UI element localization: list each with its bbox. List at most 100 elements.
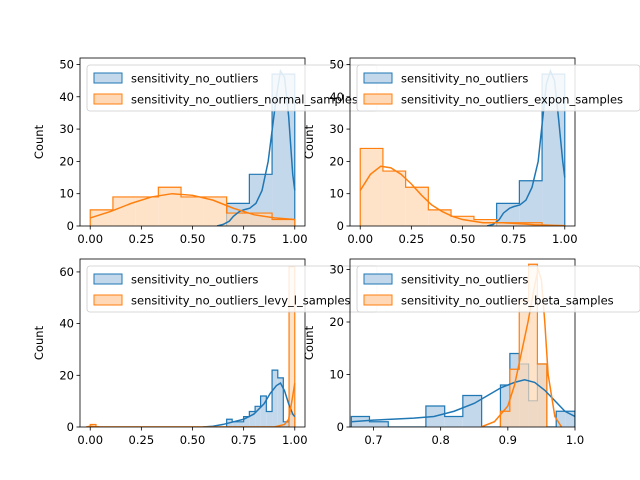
bar-orange-0 (90, 209, 113, 226)
bar-blue-5 (255, 406, 261, 427)
kde-line-orange (359, 165, 565, 226)
legend-swatch-orange (93, 93, 123, 105)
x-tick-label: 0.00 (77, 433, 103, 447)
plot-area (350, 263, 575, 427)
bar-orange-4 (537, 364, 547, 427)
bar-blue-6 (260, 395, 267, 427)
y-tick-label: 10 (329, 187, 344, 201)
kde-line-orange (85, 382, 296, 427)
bar-blue-8 (272, 370, 278, 427)
step-outline-blue (226, 369, 296, 427)
bar-orange-1 (112, 196, 136, 226)
x-tick-label: 0.75 (231, 433, 257, 447)
bar-orange-8 (272, 219, 295, 226)
plot-area (359, 68, 566, 226)
bar-orange-1 (382, 171, 406, 226)
bar-orange-4 (451, 216, 474, 226)
subplot-4: 0.7 0.8 0.9 1.0 0 10 20 30 Count sensitivity_no_o… (302, 258, 640, 447)
bar-orange-3 (528, 264, 538, 427)
bar-blue-8 (500, 385, 510, 427)
legend-swatch-orange (93, 294, 123, 306)
y-tick-label: 50 (329, 57, 344, 71)
y-tick-label: 20 (329, 315, 344, 329)
legend-box (356, 64, 640, 112)
x-tick-label: 0.00 (77, 232, 103, 246)
subplot-1: 0.00 0.25 0.50 0.75 1.00 0 10 20 30 40 50 Count sens… (32, 57, 378, 246)
bar-blue-9 (277, 377, 284, 427)
y-tick-label: 60 (59, 265, 74, 279)
legend-box (356, 265, 640, 313)
bar-blue-6 (462, 395, 482, 427)
legend-swatch-blue (93, 72, 123, 84)
y-axis-label: Count (32, 124, 46, 159)
x-tick-label: 0.75 (231, 232, 257, 246)
kde-line-orange (90, 192, 295, 221)
x-tick-label: 1.0 (566, 433, 584, 447)
step-outline-orange (89, 186, 296, 226)
y-tick-label: 40 (59, 317, 74, 331)
bar-orange-2 (519, 301, 529, 427)
bar-orange-2 (135, 196, 159, 226)
x-tick-label: 0.25 (129, 232, 155, 246)
y-tick-label: 10 (329, 368, 344, 382)
x-tick-label: 1.00 (282, 433, 308, 447)
y-tick-label: 30 (329, 122, 344, 136)
axes-frame (349, 258, 576, 428)
legend-swatch-blue (363, 72, 393, 84)
legend-label: sensitivity_no_outliers (131, 273, 258, 287)
bar-orange-0 (360, 148, 383, 226)
bar-orange-0 (500, 411, 510, 427)
x-tick-label: 0.00 (347, 232, 373, 246)
bar-blue-14 (556, 411, 566, 427)
y-tick-label: 40 (59, 90, 74, 104)
x-tick-label: 0.50 (180, 232, 206, 246)
y-tick-label: 30 (59, 122, 74, 136)
legend-label: sensitivity_no_outliers_expon_samples (401, 93, 623, 107)
y-tick-label: 0 (337, 420, 344, 434)
legend-swatch-orange (363, 93, 393, 105)
bar-blue-5 (444, 416, 463, 427)
y-tick-label: 20 (59, 368, 74, 382)
y-tick-label: 0 (337, 219, 344, 233)
y-tick-label: 0 (67, 219, 74, 233)
x-tick-label: 1.00 (282, 232, 308, 246)
legend-swatch-blue (363, 273, 393, 285)
y-tick-label: 0 (67, 420, 74, 434)
bar-orange-6 (226, 213, 250, 226)
y-tick-label: 10 (59, 187, 74, 201)
x-tick-label: 1.00 (552, 232, 578, 246)
x-tick-label: 0.50 (180, 433, 206, 447)
bar-blue-1 (519, 180, 543, 226)
legend-swatch-orange (363, 294, 393, 306)
legend-swatch-blue (93, 273, 123, 285)
y-tick-label: 50 (59, 57, 74, 71)
legend-label: sensitivity_no_outliers (131, 72, 258, 86)
x-tick-label: 0.8 (432, 433, 450, 447)
bar-orange-2 (405, 187, 429, 226)
x-tick-label: 0.75 (501, 232, 527, 246)
kde-line-blue (351, 378, 575, 423)
plot-area (89, 68, 296, 226)
bar-orange-2 (289, 266, 295, 427)
bar-orange-3 (428, 209, 452, 226)
y-axis-label: Count (32, 325, 46, 360)
y-axis-label: Count (302, 124, 316, 159)
y-tick-label: 40 (329, 90, 344, 104)
bar-blue-2 (237, 421, 244, 427)
y-tick-label: 20 (59, 154, 74, 168)
x-tick-label: 0.7 (364, 433, 382, 447)
bar-blue-2 (272, 74, 295, 226)
legend-label: sensitivity_no_outliers (401, 273, 528, 287)
y-tick-label: 30 (329, 263, 344, 277)
bar-blue-7 (266, 411, 273, 427)
legend-label: sensitivity_no_outliers_normal_samples (131, 93, 358, 107)
x-tick-label: 0.25 (129, 433, 155, 447)
bar-orange-1 (509, 369, 520, 427)
bar-blue-1 (232, 421, 238, 427)
bar-orange-4 (181, 196, 204, 226)
bar-blue-0 (496, 203, 520, 226)
bar-blue-4 (249, 411, 256, 427)
x-tick-label: 0.9 (499, 433, 517, 447)
bar-blue-10 (283, 421, 290, 427)
